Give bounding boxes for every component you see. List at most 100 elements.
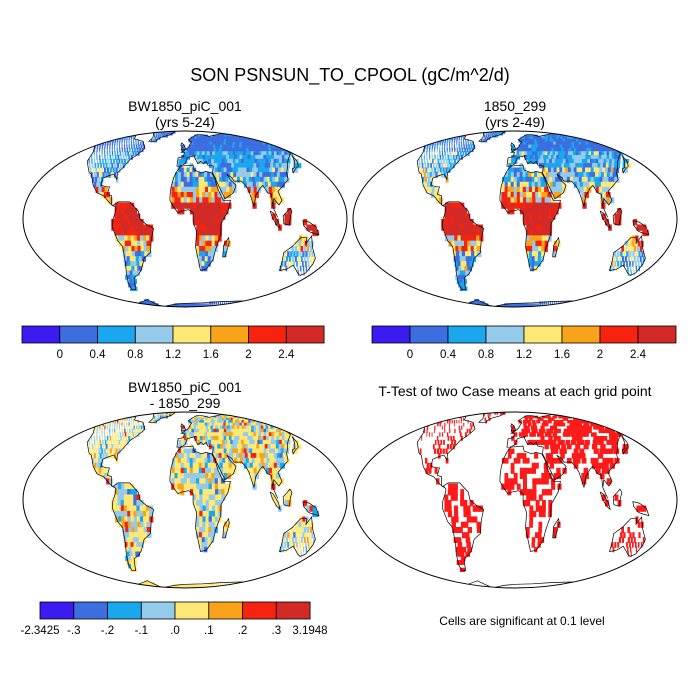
grid-cell [455, 132, 458, 136]
grid-cell [180, 176, 185, 183]
grid-cell [128, 425, 130, 430]
grid-cell [169, 308, 173, 310]
grid-cell [122, 444, 125, 450]
grid-cell [525, 186, 530, 193]
grid-cell [174, 478, 179, 485]
grid-cell [207, 308, 208, 309]
grid-cell [563, 303, 566, 306]
grid-cell [96, 462, 100, 469]
grid-cell [202, 500, 207, 507]
grid-cell [446, 147, 448, 153]
grid-cell [426, 151, 428, 156]
coastline-sumatra [599, 210, 611, 230]
grid-cell [245, 413, 252, 417]
grid-cell [514, 309, 516, 310]
grid-cell [272, 167, 278, 173]
grid-cell [453, 219, 458, 226]
grid-cell [262, 172, 268, 178]
grid-cell [147, 309, 152, 310]
grid-cell [251, 457, 257, 464]
coastline-australia [279, 235, 316, 276]
grid-cell [236, 306, 239, 307]
grid-cell [482, 309, 487, 310]
grid-cell [541, 240, 546, 247]
grid-cell [121, 422, 123, 427]
grid-cell [237, 432, 243, 437]
grid-cell [548, 229, 552, 237]
grid-cell [196, 308, 198, 310]
grid-cell [275, 167, 281, 173]
grid-cell [129, 256, 135, 262]
grid-cell [455, 155, 458, 160]
grid-cell [202, 213, 207, 220]
grid-cell [620, 261, 623, 267]
grid-cell [467, 139, 469, 143]
grid-cell [246, 167, 252, 173]
grid-cell [499, 308, 503, 310]
grid-cell [196, 144, 200, 149]
grid-cell [86, 136, 90, 140]
grid-cell [189, 483, 194, 490]
grid-cell [276, 422, 284, 427]
grid-cell [114, 219, 119, 226]
grid-cell [177, 453, 182, 459]
grid-cell [573, 167, 579, 173]
grid-cell [115, 439, 118, 445]
grid-cell [570, 167, 576, 173]
grid-cell [538, 197, 543, 204]
grid-cell [196, 417, 201, 421]
grid-cell [472, 308, 478, 309]
grid-cell [140, 425, 143, 430]
grid-cell [143, 246, 148, 252]
grid-cell [550, 301, 552, 305]
grid-cell [95, 467, 99, 474]
grid-cell [412, 139, 416, 143]
grid-cell [258, 132, 266, 136]
grid-cell [460, 309, 467, 310]
grid-cell [299, 532, 302, 539]
grid-cell [205, 478, 210, 485]
grid-cell [161, 412, 163, 415]
grid-cell [137, 420, 139, 424]
grid-cell [253, 467, 259, 474]
grid-cell [451, 308, 458, 309]
grid-cell [219, 462, 224, 469]
grid-cell [147, 308, 152, 309]
grid-cell [448, 308, 456, 309]
grid-cell [262, 413, 270, 417]
grid-cell [122, 436, 125, 441]
grid-cell [193, 208, 198, 215]
grid-cell [264, 303, 268, 306]
grid-cell [96, 420, 99, 424]
grid-cell [473, 144, 475, 149]
grid-cell [227, 453, 232, 459]
grid-cell [211, 467, 216, 474]
grid-cell [194, 136, 199, 140]
grid-cell [542, 309, 544, 310]
grid-cell [270, 172, 277, 178]
grid-cell [202, 483, 207, 490]
grid-cell [255, 417, 263, 421]
grid-cell [596, 306, 601, 307]
grid-cell [113, 309, 121, 310]
grid-cell [118, 167, 121, 173]
grid-cell [538, 229, 543, 237]
grid-cell [130, 219, 135, 226]
grid-cell [303, 500, 308, 507]
grid-cell [114, 224, 119, 231]
grid-cell [464, 265, 469, 272]
grid-cell [199, 155, 204, 160]
grid-cell [160, 309, 164, 310]
grid-cell [177, 176, 182, 183]
grid-cell [521, 305, 524, 307]
grid-cell [103, 415, 107, 419]
grid-cell [144, 305, 150, 307]
grid-cell [119, 151, 122, 156]
grid-cell [272, 134, 280, 138]
grid-cell [460, 261, 466, 267]
grid-cell [479, 229, 484, 237]
grid-cell [254, 303, 258, 306]
grid-cell [540, 155, 545, 160]
grid-cell [507, 181, 512, 188]
grid-cell [504, 176, 509, 183]
